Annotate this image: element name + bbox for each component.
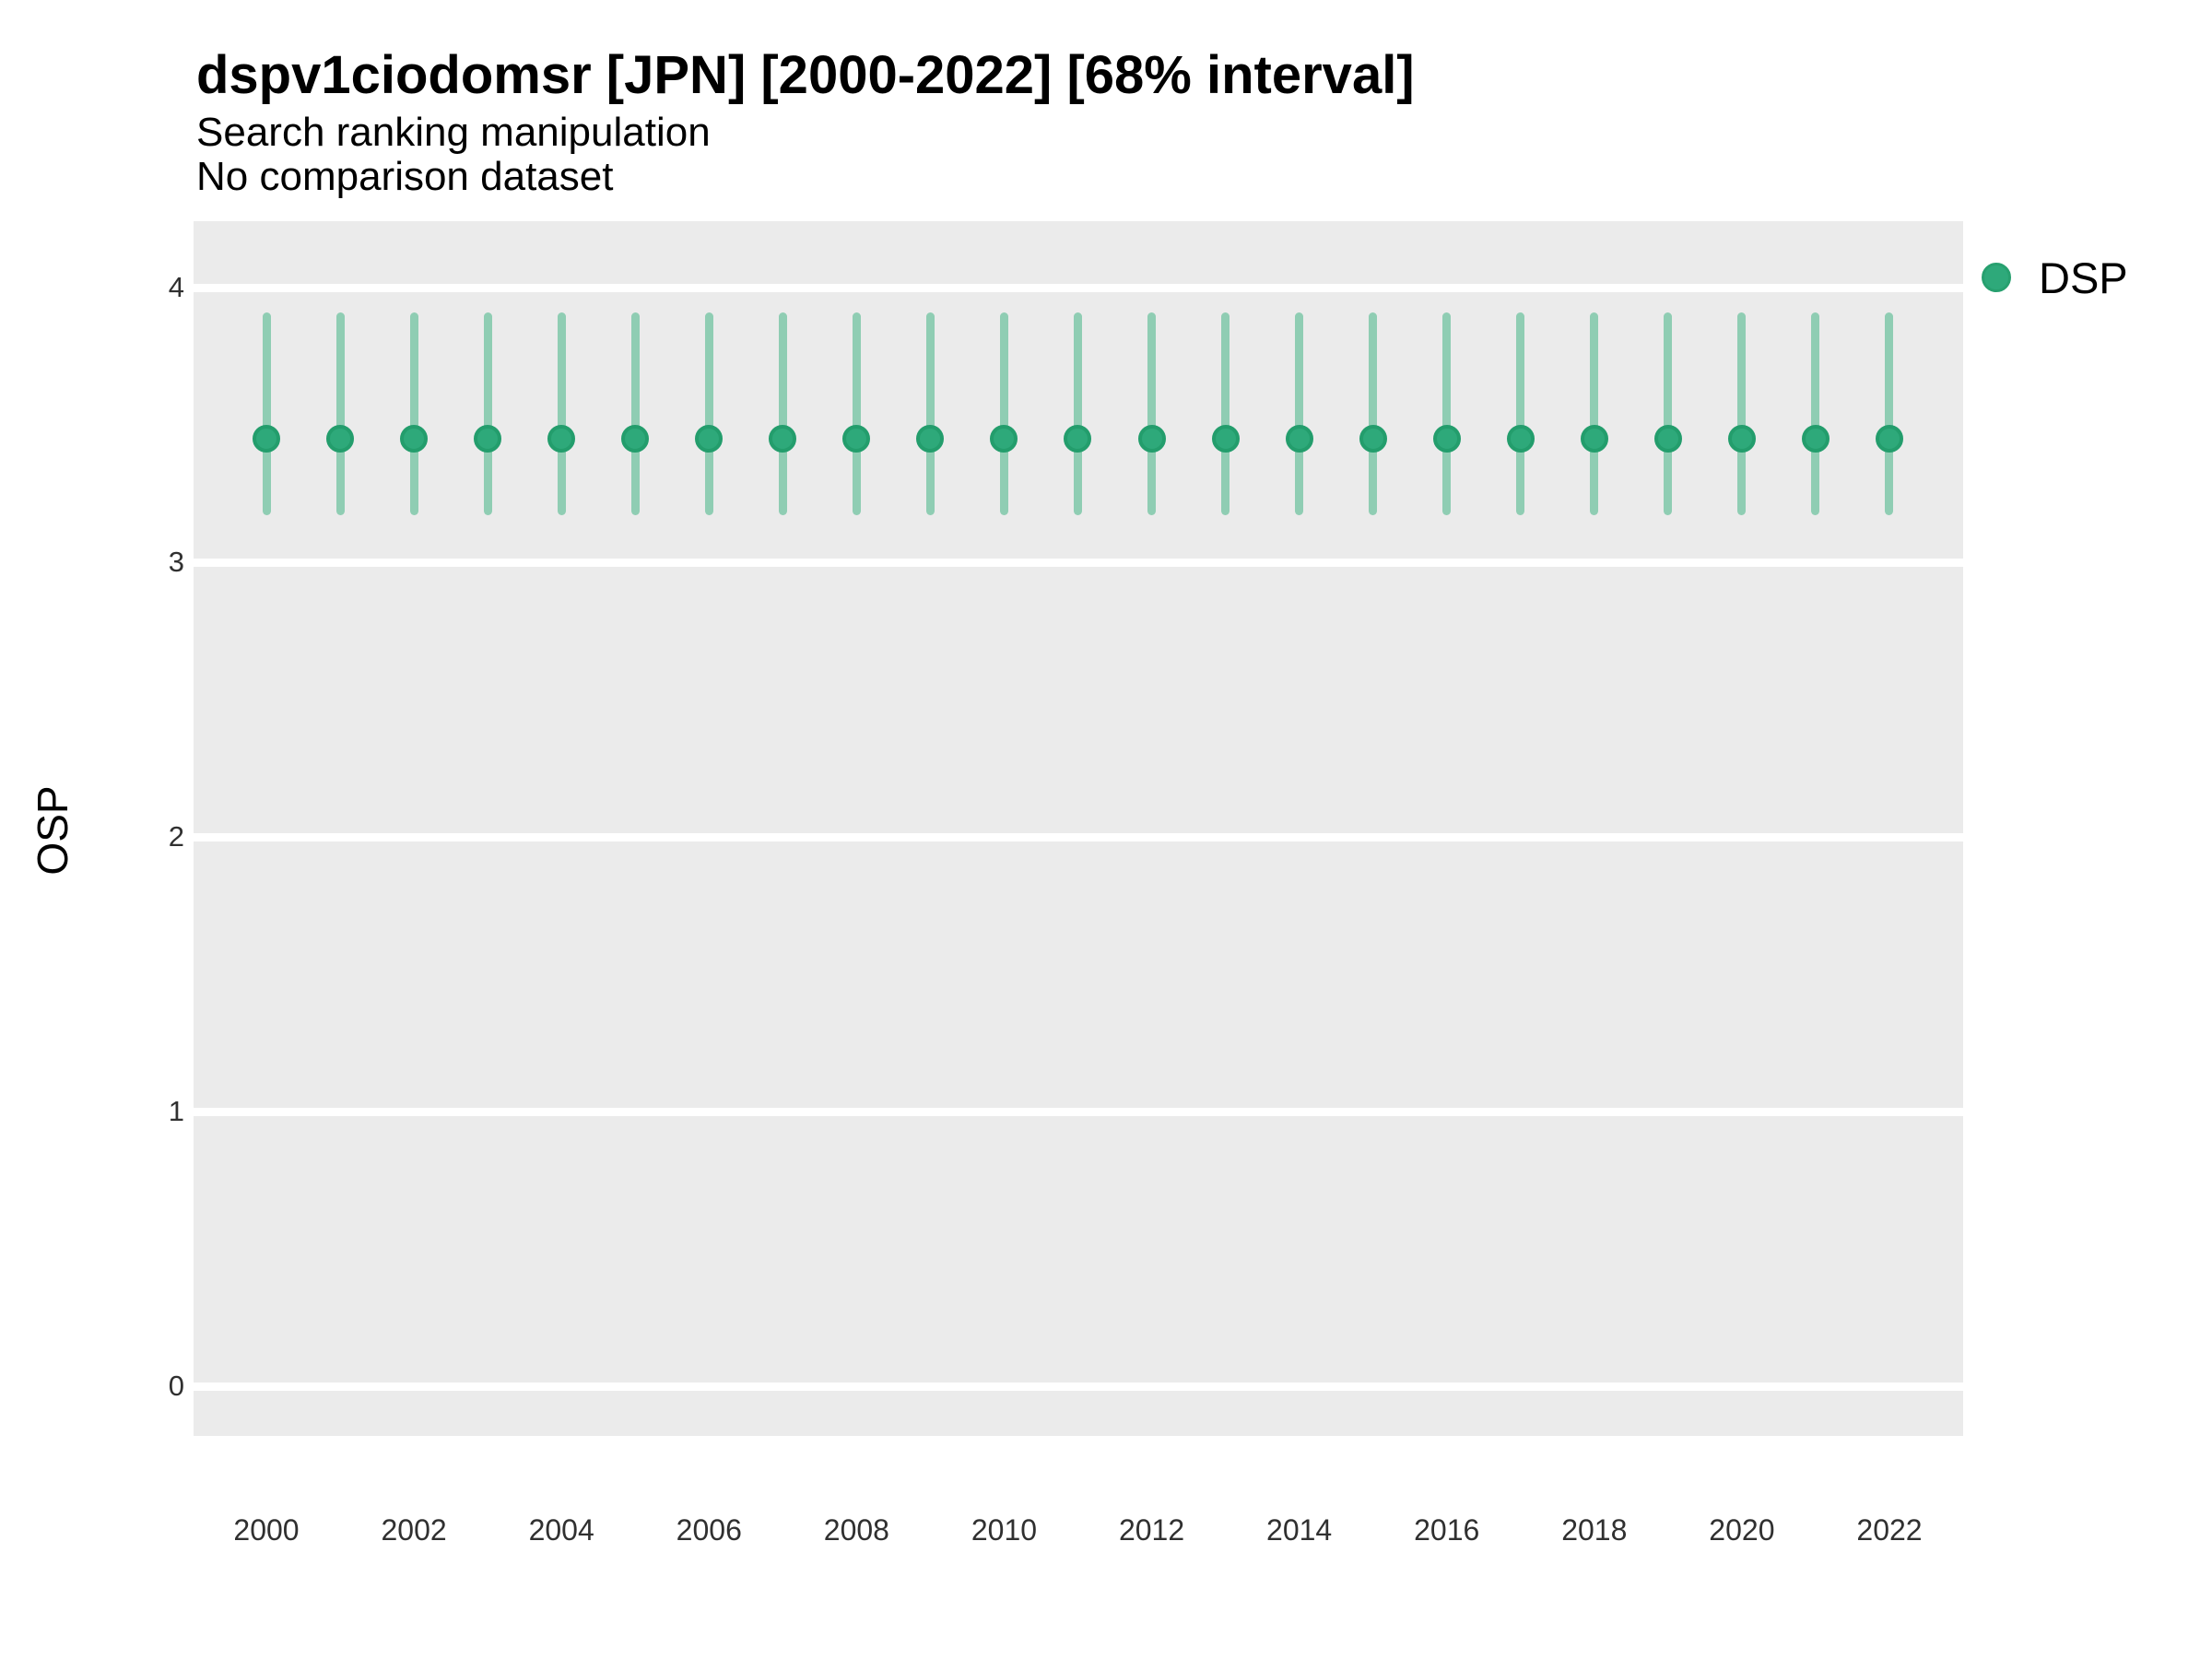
interval-bar-2006 bbox=[704, 312, 713, 516]
interval-bar-2005 bbox=[630, 312, 640, 516]
interval-bar-2014 bbox=[1295, 312, 1304, 516]
interval-bar-2010 bbox=[999, 312, 1008, 516]
legend-point-icon bbox=[1982, 263, 2011, 292]
interval-bar-2007 bbox=[778, 312, 787, 516]
y-axis-title: OSP bbox=[29, 785, 76, 876]
interval-bar-2000 bbox=[262, 312, 271, 516]
legend-series-label: DSP bbox=[2039, 253, 2128, 302]
y-tick-label: 0 bbox=[168, 1370, 184, 1402]
data-point-2003 bbox=[474, 424, 502, 453]
interval-bar-2016 bbox=[1442, 312, 1452, 516]
major-gridline-y-3 bbox=[194, 558, 1963, 567]
major-gridline-y-4 bbox=[194, 283, 1963, 292]
y-tick-label: 1 bbox=[168, 1095, 184, 1127]
interval-bar-2015 bbox=[1369, 312, 1378, 516]
interval-bar-2021 bbox=[1811, 312, 1820, 516]
interval-bar-2002 bbox=[409, 312, 418, 516]
x-tick-label: 2010 bbox=[971, 1513, 1038, 1547]
x-tick-label: 2008 bbox=[823, 1513, 889, 1547]
data-point-2021 bbox=[1801, 424, 1830, 453]
data-point-2012 bbox=[1137, 424, 1166, 453]
major-gridline-y-0 bbox=[194, 1382, 1963, 1391]
chart-subtitle: Search ranking manipulation bbox=[196, 110, 711, 155]
x-tick-label: 2012 bbox=[1118, 1513, 1185, 1547]
y-tick-label: 3 bbox=[168, 546, 184, 578]
interval-bar-2003 bbox=[483, 312, 492, 516]
interval-bar-2012 bbox=[1147, 312, 1157, 516]
chart-subtitle-note: No comparison dataset bbox=[196, 154, 614, 199]
data-point-2017 bbox=[1506, 424, 1535, 453]
data-point-2011 bbox=[1064, 424, 1092, 453]
x-tick-label: 2006 bbox=[676, 1513, 742, 1547]
data-point-2022 bbox=[1875, 424, 1903, 453]
x-tick-label: 2018 bbox=[1561, 1513, 1628, 1547]
interval-bar-2008 bbox=[852, 312, 861, 516]
data-point-2013 bbox=[1211, 424, 1240, 453]
x-tick-label: 2000 bbox=[233, 1513, 300, 1547]
interval-bar-2013 bbox=[1221, 312, 1230, 516]
interval-bar-2019 bbox=[1664, 312, 1673, 516]
interval-bar-2022 bbox=[1885, 312, 1894, 516]
interval-bar-2001 bbox=[335, 312, 345, 516]
data-point-2002 bbox=[400, 424, 429, 453]
data-point-2014 bbox=[1285, 424, 1313, 453]
major-gridline-y-2 bbox=[194, 832, 1963, 841]
interval-bar-2018 bbox=[1590, 312, 1599, 516]
plot-panel bbox=[194, 221, 1963, 1436]
x-tick-label: 2004 bbox=[528, 1513, 594, 1547]
x-tick-label: 2022 bbox=[1856, 1513, 1923, 1547]
x-tick-label: 2014 bbox=[1266, 1513, 1333, 1547]
data-point-2005 bbox=[621, 424, 650, 453]
data-point-2008 bbox=[842, 424, 871, 453]
y-tick-label: 4 bbox=[168, 271, 184, 303]
interval-bar-2017 bbox=[1516, 312, 1525, 516]
x-tick-label: 2002 bbox=[381, 1513, 447, 1547]
interval-bar-2011 bbox=[1073, 312, 1082, 516]
data-point-2009 bbox=[916, 424, 945, 453]
data-point-2004 bbox=[547, 424, 576, 453]
interval-bar-2004 bbox=[557, 312, 566, 516]
major-gridline-y-1 bbox=[194, 1107, 1963, 1116]
chart-title: dspv1ciodomsr [JPN] [2000-2022] [68% int… bbox=[196, 45, 1415, 105]
x-tick-label: 2020 bbox=[1709, 1513, 1775, 1547]
data-point-2000 bbox=[253, 424, 280, 453]
data-point-2007 bbox=[769, 424, 797, 453]
data-point-2018 bbox=[1580, 424, 1608, 453]
data-point-2001 bbox=[326, 424, 355, 453]
data-point-2020 bbox=[1727, 424, 1756, 453]
interval-bar-2020 bbox=[1737, 312, 1747, 516]
x-tick-label: 2016 bbox=[1414, 1513, 1480, 1547]
y-tick-label: 2 bbox=[168, 820, 184, 853]
data-point-2015 bbox=[1359, 424, 1387, 453]
data-point-2006 bbox=[695, 424, 724, 453]
legend: DSP bbox=[1982, 251, 2128, 304]
data-point-2019 bbox=[1653, 424, 1682, 453]
interval-bar-2009 bbox=[925, 312, 935, 516]
data-point-2016 bbox=[1432, 424, 1461, 453]
data-point-2010 bbox=[990, 424, 1018, 453]
